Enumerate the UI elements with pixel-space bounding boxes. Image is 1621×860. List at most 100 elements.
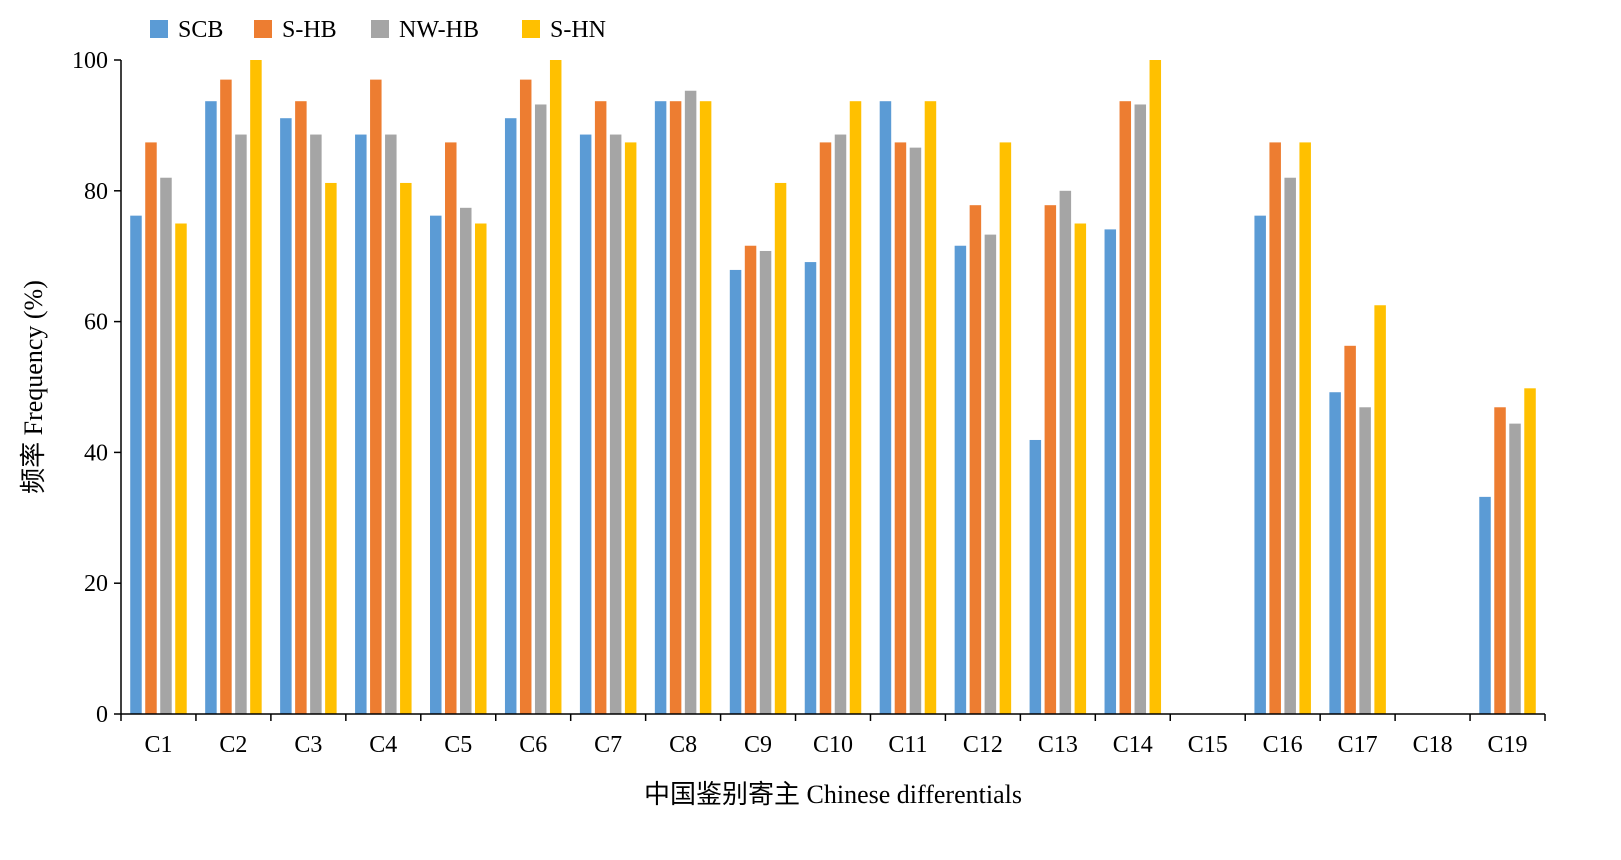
bar <box>759 250 772 714</box>
bar <box>969 205 982 715</box>
x-tick-label: C12 <box>963 732 1003 758</box>
bar <box>385 134 397 714</box>
bar <box>250 60 262 714</box>
bar <box>924 101 937 714</box>
x-tick-label: C6 <box>519 732 547 758</box>
bar <box>1374 305 1386 714</box>
bar <box>445 142 457 715</box>
bar <box>1119 101 1132 714</box>
x-tick-label: C4 <box>369 732 397 758</box>
bar <box>430 215 442 715</box>
bar <box>1344 345 1356 714</box>
bar <box>654 101 667 714</box>
bar <box>1494 407 1506 714</box>
bar <box>1074 223 1087 714</box>
bar <box>1134 104 1147 715</box>
x-tick-label: C8 <box>669 732 697 758</box>
x-tick-label: C19 <box>1488 732 1528 758</box>
x-tick-label: C3 <box>294 732 322 758</box>
x-tick-label: C15 <box>1188 732 1228 758</box>
bar <box>954 245 967 714</box>
x-tick-label: C2 <box>219 732 247 758</box>
y-tick-group: 0 20 40 60 80 100 <box>72 48 121 728</box>
bar <box>1524 388 1536 714</box>
bar <box>579 134 592 714</box>
bar <box>549 60 562 714</box>
x-tick-label: C13 <box>1038 732 1078 758</box>
bar <box>1059 190 1072 715</box>
legend-label: NW-HB <box>399 17 479 43</box>
bar <box>699 101 712 714</box>
bar <box>729 269 742 714</box>
x-tick-label: C1 <box>144 732 172 758</box>
bar <box>205 101 217 714</box>
bar <box>909 147 922 715</box>
bar <box>999 142 1012 715</box>
x-tick-group: C1 C2 C3 C4 C5 C6 C7 C8 C9 C10 C11 C12 C13 C14 C15 C16 C… <box>120 714 1546 758</box>
y-tick-label: 40 <box>84 440 108 466</box>
legend-label: SCB <box>178 17 223 43</box>
y-tick-label: 0 <box>96 702 108 728</box>
bar <box>534 104 547 715</box>
bar <box>400 182 412 714</box>
bar <box>1269 142 1281 715</box>
legend: SCB S-HB NW-HB S-HN <box>150 17 606 43</box>
bar <box>1509 423 1521 714</box>
bar <box>1359 407 1371 714</box>
bar <box>1299 142 1311 715</box>
bar <box>1479 496 1491 714</box>
bar <box>1029 439 1042 714</box>
bar <box>684 90 697 715</box>
legend-swatch <box>522 20 540 38</box>
y-axis-title: 频率 Frequency (%) <box>19 280 48 494</box>
x-tick-label: C11 <box>888 732 927 758</box>
bar <box>594 101 607 714</box>
bar <box>834 134 847 714</box>
bar <box>295 101 307 714</box>
bar <box>1284 177 1296 715</box>
bar <box>310 134 322 714</box>
x-tick-label: C18 <box>1413 732 1453 758</box>
bar <box>1149 60 1162 714</box>
axes-group <box>120 60 1545 715</box>
y-tick-label: 100 <box>72 48 108 74</box>
x-tick-label: C9 <box>744 732 772 758</box>
bar <box>175 223 187 714</box>
bar <box>984 234 997 715</box>
bar <box>804 262 817 714</box>
bar <box>879 101 892 714</box>
bar <box>744 245 757 714</box>
bar <box>894 142 907 715</box>
legend-swatch <box>254 20 272 38</box>
bar <box>849 101 862 714</box>
x-tick-label: C5 <box>444 732 472 758</box>
bar <box>1254 215 1266 715</box>
x-tick-label: C16 <box>1263 732 1303 758</box>
bar <box>130 215 142 715</box>
bar <box>460 207 472 714</box>
y-tick-label: 80 <box>84 179 108 205</box>
x-tick-label: C10 <box>813 732 853 758</box>
bar <box>504 118 517 715</box>
bar <box>519 79 532 715</box>
bar <box>624 142 637 715</box>
x-tick-label: C14 <box>1113 732 1153 758</box>
bar <box>145 142 157 715</box>
bar <box>1044 205 1057 715</box>
bar <box>220 79 232 715</box>
bar <box>669 101 682 714</box>
legend-label: S-HN <box>550 17 606 43</box>
x-tick-label: C7 <box>594 732 622 758</box>
legend-swatch <box>150 20 168 38</box>
bar <box>370 79 382 715</box>
y-tick-label: 60 <box>84 310 108 336</box>
x-axis-title: 中国鉴别寄主 Chinese differentials <box>644 780 1022 809</box>
bar <box>475 223 487 714</box>
bar <box>325 182 337 714</box>
bar <box>1329 392 1341 714</box>
legend-swatch <box>371 20 389 38</box>
bar <box>819 142 832 715</box>
x-tick-label: C17 <box>1338 732 1378 758</box>
